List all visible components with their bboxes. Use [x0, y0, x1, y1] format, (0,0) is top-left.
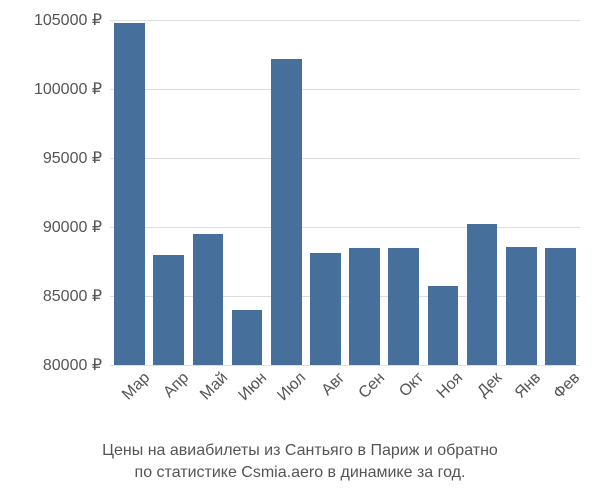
- bar: [428, 286, 459, 365]
- x-tick-label: Май: [193, 365, 232, 404]
- chart-caption: Цены на авиабилеты из Сантьяго в Париж и…: [0, 440, 600, 483]
- bar: [467, 224, 498, 365]
- x-tick-label: Сен: [351, 365, 389, 403]
- grid-line: [110, 158, 580, 159]
- x-tick-label: Окт: [392, 365, 428, 401]
- caption-line: по статистике Csmia.aero в динамике за г…: [135, 464, 466, 481]
- y-tick-label: 95000 ₽: [43, 148, 110, 168]
- x-tick-label: Фев: [547, 365, 585, 403]
- grid-line: [110, 365, 580, 366]
- plot-area: 80000 ₽85000 ₽90000 ₽95000 ₽100000 ₽1050…: [110, 20, 580, 365]
- bar: [545, 248, 576, 365]
- bar: [232, 310, 263, 365]
- bar: [153, 255, 184, 365]
- x-tick-label: Апр: [156, 365, 193, 402]
- x-tick-label: Мар: [114, 365, 153, 404]
- grid-line: [110, 20, 580, 21]
- y-tick-label: 85000 ₽: [43, 286, 110, 306]
- bar: [388, 248, 419, 365]
- y-tick-label: 80000 ₽: [43, 355, 110, 375]
- price-chart: 80000 ₽ 85000 ₽ 90000 ₽ 95000 ₽ 100000 ₽ 1050…: [0, 0, 600, 500]
- caption-line: Цены на авиабилеты из Сантьяго в Париж и…: [102, 442, 498, 459]
- bar: [193, 234, 224, 365]
- x-tick-label: Авг: [315, 365, 350, 400]
- y-tick-label: 90000 ₽: [43, 217, 110, 237]
- bar: [506, 247, 537, 365]
- bar: [271, 59, 302, 365]
- grid-line: [110, 89, 580, 90]
- x-tick-label: Ноя: [429, 365, 467, 403]
- x-tick-label: Июл: [270, 365, 310, 405]
- bar: [114, 23, 145, 365]
- y-tick-label: 105000 ₽: [34, 10, 110, 30]
- grid-line: [110, 227, 580, 228]
- x-tick-label: Янв: [508, 365, 545, 402]
- x-tick-label: Июн: [231, 365, 271, 405]
- bar: [310, 253, 341, 365]
- bar: [349, 248, 380, 365]
- x-tick-label: Дек: [470, 365, 506, 401]
- y-tick-label: 100000 ₽: [34, 79, 110, 99]
